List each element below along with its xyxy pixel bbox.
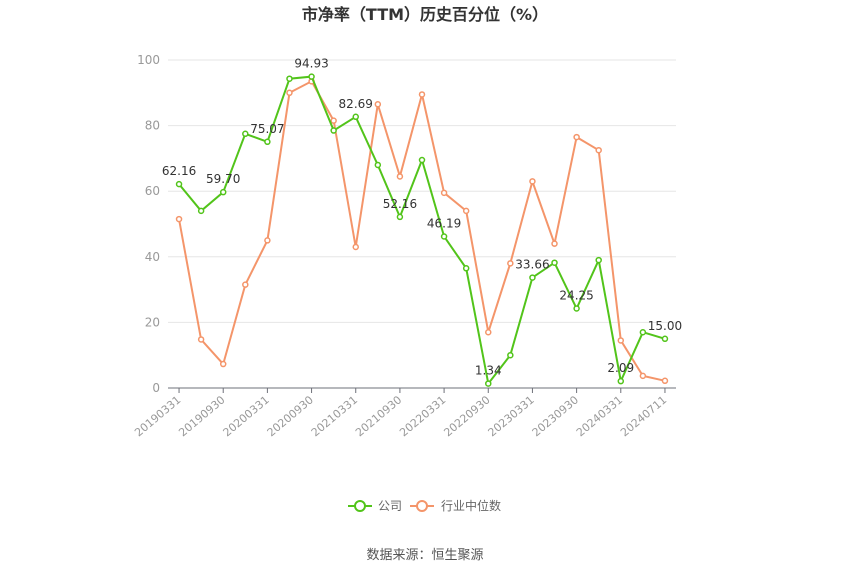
- data-point-industry: [440, 189, 448, 197]
- y-tick-label: 80: [145, 119, 160, 133]
- data-point-company: [529, 274, 536, 281]
- legend-marker-industry: [416, 500, 428, 512]
- data-point-industry: [462, 207, 470, 215]
- data-point-industry: [352, 243, 359, 251]
- x-axis: 2019033120190930202003312020093020210331…: [132, 387, 676, 439]
- data-point-industry: [374, 101, 382, 108]
- x-tick-label: 20240711: [618, 393, 669, 439]
- x-tick-label: 20190930: [176, 393, 227, 439]
- data-point-industry: [219, 360, 227, 368]
- data-point-industry: [573, 133, 580, 141]
- x-tick-label: 20220930: [441, 393, 492, 439]
- data-point-industry: [264, 237, 271, 244]
- data-point-industry: [418, 91, 426, 98]
- data-point-company: [396, 213, 404, 221]
- x-tick-label: 20200930: [265, 393, 316, 439]
- data-point-industry: [595, 146, 602, 154]
- data-point-company: [219, 188, 227, 196]
- data-label: 59.70: [206, 172, 240, 186]
- data-point-company: [595, 256, 602, 264]
- data-label: 62.16: [162, 164, 196, 178]
- data-point-company: [352, 113, 359, 121]
- data-label: 15.00: [648, 319, 682, 333]
- legend[interactable]: 公司 行业中位数: [348, 498, 501, 513]
- data-point-company: [374, 161, 382, 169]
- data-label: 94.93: [294, 57, 328, 71]
- data-point-company: [308, 73, 315, 80]
- data-label: 33.66: [515, 258, 549, 272]
- data-label: 2.09: [607, 361, 634, 375]
- y-tick-label: 40: [145, 250, 160, 264]
- data-label: 75.07: [250, 122, 284, 136]
- data-point-company: [175, 180, 183, 188]
- x-tick-label: 20190331: [132, 393, 183, 439]
- y-tick-label: 60: [145, 184, 160, 198]
- x-tick-label: 20230930: [530, 393, 581, 439]
- x-tick-label: 20220331: [397, 393, 448, 439]
- legend-label-company: 公司: [378, 499, 402, 513]
- y-tick-label: 0: [152, 381, 160, 395]
- data-point-industry: [485, 328, 492, 336]
- x-tick-label: 20230331: [486, 393, 537, 439]
- data-point-industry: [286, 89, 293, 97]
- data-point-company: [286, 75, 293, 82]
- y-tick-label: 100: [137, 53, 160, 67]
- data-point-industry: [330, 117, 337, 124]
- data-point-company: [418, 156, 426, 164]
- legend-marker-company: [354, 500, 366, 512]
- data-point-industry: [551, 240, 558, 247]
- data-point-company: [551, 259, 558, 266]
- data-point-industry: [617, 337, 625, 344]
- data-label: 82.69: [339, 97, 373, 111]
- data-label: 1.34: [475, 364, 502, 378]
- data-point-industry: [507, 260, 514, 267]
- data-point-company: [242, 130, 249, 138]
- data-point-industry: [639, 372, 647, 380]
- data-point-company: [197, 207, 205, 215]
- data-point-company: [330, 127, 337, 134]
- data-label: 24.25: [559, 288, 593, 302]
- data-point-company: [639, 328, 647, 336]
- chart-title: 市净率（TTM）历史百分位（%）: [302, 5, 548, 24]
- data-point-industry: [242, 281, 249, 288]
- data-point-company: [264, 138, 271, 146]
- data-point-company: [617, 377, 625, 385]
- series-group: [175, 73, 669, 387]
- x-tick-label: 20210930: [353, 393, 404, 439]
- x-tick-label: 20200331: [221, 393, 272, 439]
- data-point-industry: [661, 377, 669, 385]
- data-point-company: [485, 380, 492, 387]
- x-tick-label: 20240331: [574, 393, 625, 439]
- grid-lines: [168, 59, 676, 323]
- legend-label-industry: 行业中位数: [441, 498, 501, 513]
- data-point-industry: [197, 336, 205, 343]
- data-point-industry: [175, 215, 183, 223]
- data-label: 46.19: [427, 216, 461, 230]
- y-axis: 0 20 40 60 80 100: [137, 53, 160, 395]
- data-label: 52.16: [383, 197, 417, 211]
- data-point-company: [573, 305, 580, 312]
- data-point-company: [661, 335, 669, 343]
- data-point-company: [440, 233, 448, 240]
- data-point-industry: [396, 173, 404, 180]
- x-tick-label: 20210331: [309, 393, 360, 439]
- data-point-company: [462, 265, 470, 272]
- data-point-company: [507, 351, 514, 359]
- data-labels: 62.16 59.70 75.07 94.93 82.69 52.16 46.19 1.34 3…: [162, 57, 682, 378]
- source-note: 数据来源：恒生聚源: [366, 548, 483, 563]
- y-tick-label: 20: [145, 315, 160, 329]
- data-point-industry: [529, 178, 536, 185]
